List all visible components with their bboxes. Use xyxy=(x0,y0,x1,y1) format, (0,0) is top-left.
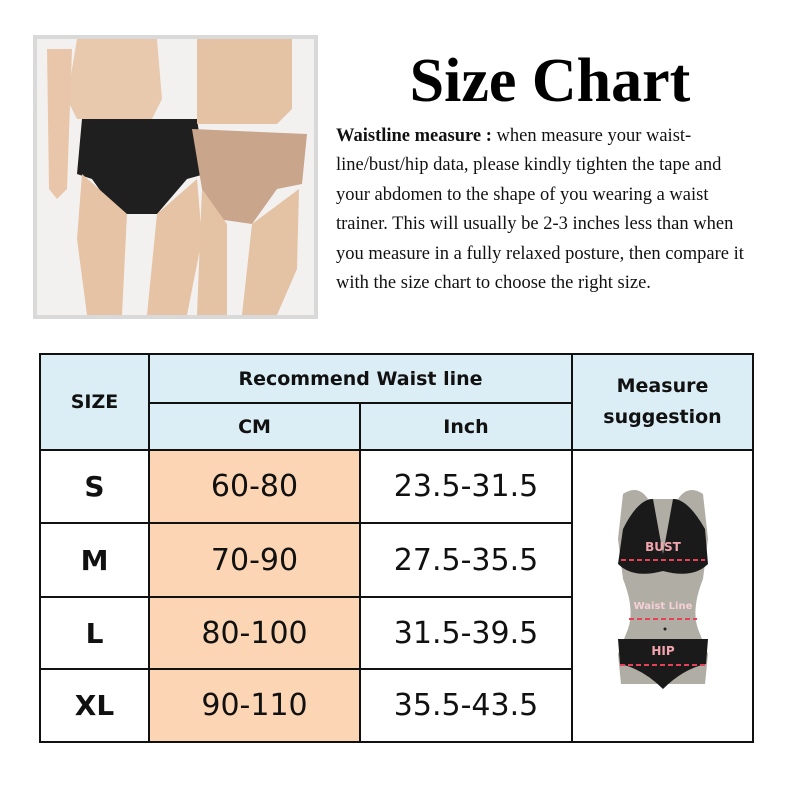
product-photo xyxy=(33,35,318,319)
cm-cell: 80-100 xyxy=(148,596,361,670)
mannequin-figure: BUST Waist Line HIP xyxy=(617,490,708,689)
measure-description: Waistline measure : when measure your wa… xyxy=(336,122,756,298)
inch-cell: 27.5-35.5 xyxy=(359,522,573,598)
cm-cell: 90-110 xyxy=(148,668,361,743)
table-row: S 60-80 23.5-31.5 BUST Waist Line HIP xyxy=(39,449,754,743)
bust-label: BUST xyxy=(645,540,682,554)
size-table: SIZE Recommend Waist line Measure sugges… xyxy=(39,353,754,743)
header-inch: Inch xyxy=(359,402,573,451)
cm-cell: 70-90 xyxy=(148,522,361,598)
table-row: L 80-100 31.5-39.5 xyxy=(39,596,753,670)
header-cm: CM xyxy=(148,402,361,451)
waist-label: Waist Line xyxy=(633,601,692,612)
page-title: Size Chart xyxy=(409,47,691,115)
header-size: SIZE xyxy=(39,353,150,451)
inch-cell: 31.5-39.5 xyxy=(359,596,573,670)
inch-cell: 23.5-31.5 xyxy=(359,449,573,524)
table-row: XL 90-110 35.5-43.5 xyxy=(39,668,753,743)
header-measure: Measure suggestion xyxy=(571,353,754,451)
size-cell: M xyxy=(39,522,150,598)
size-cell: L xyxy=(39,596,150,670)
hip-label: HIP xyxy=(651,644,675,658)
cm-cell: 60-80 xyxy=(148,449,361,524)
description-text: when measure your waist-line/bust/hip da… xyxy=(336,126,744,294)
size-cell: XL xyxy=(39,668,150,743)
description-label: Waistline measure : xyxy=(336,126,492,146)
table-row: M 70-90 27.5-35.5 xyxy=(39,522,753,598)
header-recommend: Recommend Waist line xyxy=(148,353,573,404)
measure-figure-cell: BUST Waist Line HIP xyxy=(571,449,754,743)
inch-cell: 35.5-43.5 xyxy=(359,668,573,743)
size-cell: S xyxy=(39,449,150,524)
